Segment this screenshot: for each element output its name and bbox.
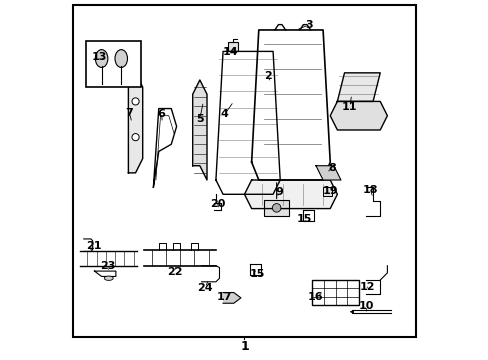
Polygon shape (244, 180, 337, 208)
Text: 11: 11 (342, 102, 357, 112)
Polygon shape (337, 73, 380, 102)
Text: 14: 14 (222, 47, 238, 57)
Text: 16: 16 (307, 292, 323, 302)
Bar (312, 280, 358, 305)
Text: 23: 23 (100, 261, 116, 271)
Text: 20: 20 (209, 199, 225, 209)
Text: 17: 17 (217, 292, 232, 302)
Circle shape (272, 203, 281, 212)
Bar (85, 41, 141, 87)
Text: 19: 19 (322, 186, 337, 196)
Ellipse shape (104, 276, 113, 280)
Text: 15: 15 (249, 269, 264, 279)
Text: 21: 21 (86, 241, 102, 251)
Text: 2: 2 (264, 71, 272, 81)
Circle shape (132, 134, 139, 141)
Text: 13: 13 (92, 52, 107, 62)
Text: 15: 15 (296, 214, 311, 224)
Text: 7: 7 (125, 108, 133, 118)
Polygon shape (128, 73, 142, 173)
Polygon shape (315, 166, 340, 180)
Text: 12: 12 (359, 282, 374, 292)
Bar (228, 42, 238, 51)
Text: 8: 8 (327, 163, 335, 173)
Text: 4: 4 (221, 109, 228, 119)
Ellipse shape (115, 50, 127, 67)
Text: 6: 6 (157, 109, 165, 119)
Text: 1: 1 (240, 340, 248, 353)
Text: 3: 3 (305, 20, 312, 30)
Polygon shape (192, 80, 206, 180)
Polygon shape (329, 102, 386, 130)
Circle shape (132, 98, 139, 105)
Ellipse shape (95, 50, 108, 67)
Polygon shape (223, 293, 241, 303)
Text: 5: 5 (196, 113, 203, 123)
Text: 18: 18 (362, 185, 377, 195)
Text: 9: 9 (275, 187, 283, 197)
Text: 22: 22 (167, 267, 182, 277)
Bar (323, 187, 331, 196)
Text: 24: 24 (197, 283, 213, 293)
Bar (264, 200, 288, 216)
Text: 10: 10 (358, 301, 374, 311)
